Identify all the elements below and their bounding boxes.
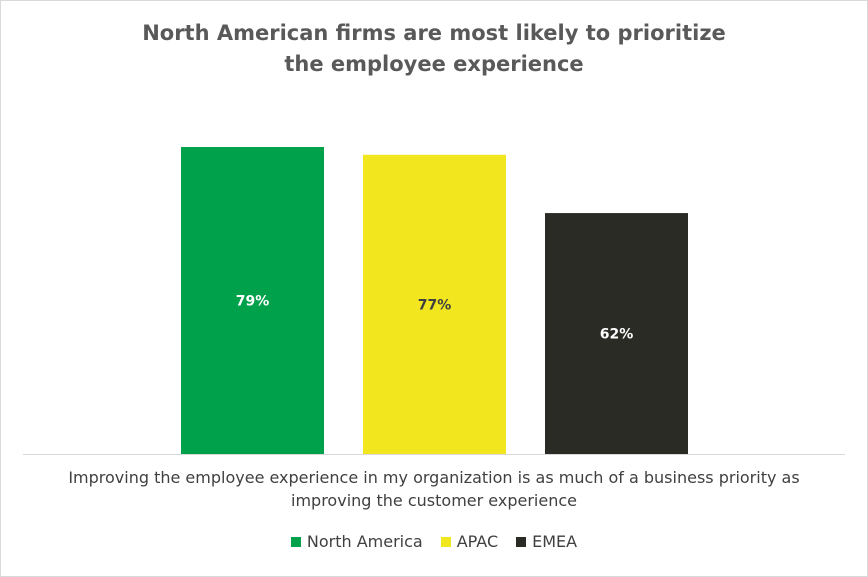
chart-title: North American firms are most likely to … bbox=[40, 18, 828, 80]
data-label-emea: 62% bbox=[600, 327, 634, 343]
legend-label-emea: EMEA bbox=[532, 532, 578, 551]
legend-item-apac: APAC bbox=[440, 532, 499, 551]
legend-label-north-america: North America bbox=[306, 532, 423, 551]
legend-swatch-emea bbox=[516, 536, 527, 547]
data-label-north-america: 79% bbox=[236, 294, 270, 310]
legend: North America APAC EMEA bbox=[0, 532, 868, 551]
category-label: Improving the employee experience in my … bbox=[68, 468, 800, 510]
bar-north-america bbox=[181, 147, 324, 454]
legend-swatch-apac bbox=[440, 536, 451, 547]
legend-swatch-north-america bbox=[290, 536, 301, 547]
chart-title-line-1: North American firms are most likely to … bbox=[142, 21, 726, 45]
bar-emea bbox=[545, 213, 688, 454]
bar-apac bbox=[363, 154, 506, 454]
legend-label-apac: APAC bbox=[456, 532, 499, 551]
legend-item-north-america: North America bbox=[290, 532, 423, 551]
chart-title-line-2: the employee experience bbox=[284, 52, 584, 76]
data-label-apac: 77% bbox=[418, 297, 452, 313]
legend-item-emea: EMEA bbox=[516, 532, 577, 551]
